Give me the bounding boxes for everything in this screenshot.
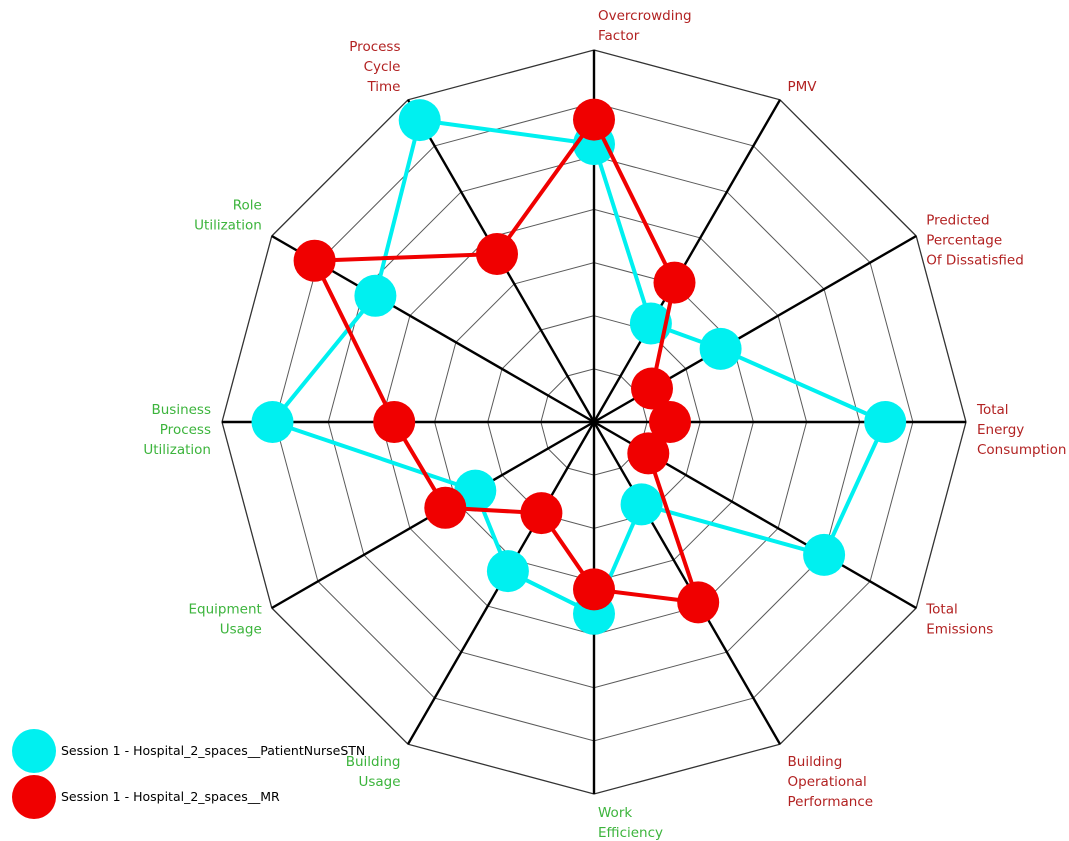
axis-label-8-line-2: Usage [358,774,400,790]
axis-label-2-line-1: PMV [788,79,818,95]
axis-label-1: Overcrowding Factor [598,8,692,44]
axis-line-2 [592,99,782,423]
axis-label-12-line-1: Process [349,39,400,55]
legend-item-series-2: Session 1 - Hospital_2_spaces__MR [12,775,280,819]
series-2-point-5 [627,432,670,475]
axis-label-12: Process Cycle Time [349,39,400,95]
series-1-point-10 [251,401,294,443]
series-1-point-3 [699,327,742,370]
legend-marker-series-1 [12,729,56,773]
axis-label-8-line-1: Building [346,754,401,770]
series-2-point-9 [424,486,467,529]
axis-label-9-line-2: Usage [220,622,262,638]
axis-label-10: Business Process Utilization [143,402,211,458]
axis-label-5-line-1: Total [925,602,958,618]
series-2-line [312,117,701,605]
axis-label-7-line-1: Work [598,805,632,821]
axis-labels: Overcrowding Factor PMV Predicted Percentage… [143,8,1066,841]
series-1-point-11 [354,274,397,317]
axis-label-3-line-2: Percentage [926,233,1002,249]
axis-line-6 [592,421,782,745]
axis-label-5-line-2: Emissions [926,622,993,638]
legend-label-series-2: Session 1 - Hospital_2_spaces__MR [61,789,280,804]
axis-label-12-line-2: Cycle [364,59,401,75]
series-2-point-10 [373,401,416,443]
axis-label-1-line-1: Overcrowding [598,8,692,24]
series-1-point-4 [864,401,907,443]
series-1-line [270,118,888,616]
series-2-point-6 [677,581,720,624]
series-2-point-2 [653,261,696,304]
series-1 [251,99,907,635]
axis-label-11: Role Utilization [194,198,262,234]
axis-label-12-line-3: Time [366,79,400,95]
series-2-point-12 [476,233,518,275]
axis-label-3-line-3: Of Dissatisfied [926,253,1024,269]
radar-series [251,98,907,635]
axis-label-6: Building Operational Performance [788,754,874,810]
series-1-point-12 [398,99,441,142]
axis-label-6-line-3: Performance [788,794,874,810]
axis-label-4-line-2: Energy [977,422,1024,438]
legend-marker-series-2 [12,775,56,819]
axis-label-3: Predicted Percentage Of Dissatisfied [926,213,1024,269]
axis-label-9: Equipment Usage [189,602,262,638]
legend-label-series-1: Session 1 - Hospital_2_spaces__PatientNu… [61,743,365,758]
axis-label-5: Total Emissions [925,602,993,638]
legend-item-series-1: Session 1 - Hospital_2_spaces__PatientNu… [12,729,365,773]
series-2-point-11 [293,239,336,282]
axis-label-4: Total Energy Consumption [976,402,1066,458]
series-2-point-8 [520,492,563,535]
axis-label-9-line-1: Equipment [189,602,262,618]
axis-label-6-line-2: Operational [788,774,867,790]
series-2 [293,98,720,624]
series-2-point-3 [631,367,673,410]
axis-label-10-line-3: Utilization [143,442,211,458]
axis-label-6-line-1: Building [788,754,843,770]
axis-label-8: Building Usage [346,754,401,790]
series-1-point-6 [620,483,663,526]
series-1-point-2 [629,302,672,345]
axis-label-7: Work Efficiency [598,805,663,841]
axis-label-11-line-1: Role [233,198,262,214]
series-1-point-8 [486,550,529,593]
axis-label-4-line-1: Total [976,402,1009,418]
axis-label-1-line-2: Factor [598,28,640,44]
series-2-point-1 [573,98,615,141]
series-2-point-4 [649,401,691,443]
axis-label-7-line-2: Efficiency [598,825,663,841]
legend: Session 1 - Hospital_2_spaces__PatientNu… [12,729,365,819]
axis-label-10-line-1: Business [151,402,211,418]
axis-label-10-line-2: Process [160,422,211,438]
axis-label-4-line-3: Consumption [977,442,1066,458]
series-2-point-7 [573,568,615,611]
series-1-point-5 [803,533,846,576]
axis-label-2: PMV [788,79,818,95]
axis-label-11-line-2: Utilization [194,218,262,234]
axis-label-3-line-1: Predicted [926,213,989,229]
